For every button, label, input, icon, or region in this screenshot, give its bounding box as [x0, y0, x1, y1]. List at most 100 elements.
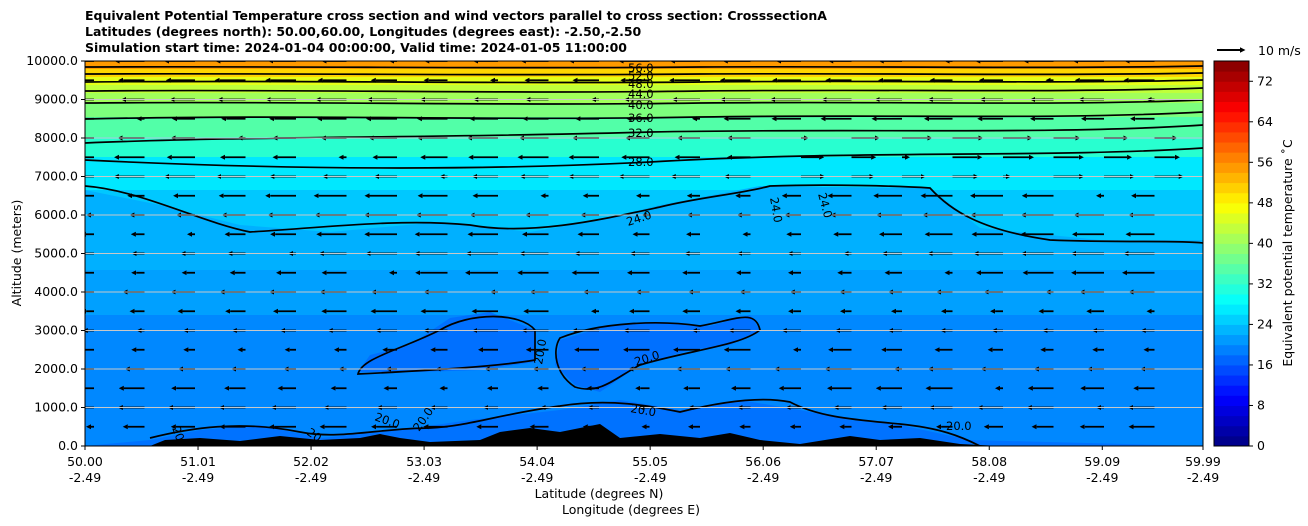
colorbar-step — [1214, 111, 1249, 123]
x-tick-label-lat: 59.09 — [1084, 454, 1120, 469]
contour-lines — [85, 65, 1203, 446]
colorbar-step — [1214, 81, 1249, 92]
contour-52 — [85, 72, 1203, 76]
theta-pocket-19-b — [555, 315, 760, 392]
colorbar-step — [1214, 364, 1249, 376]
colorbar-step — [1214, 202, 1249, 214]
theta-pocket-19-a — [358, 312, 535, 372]
terrain — [85, 424, 1203, 446]
colorbar-step — [1214, 121, 1249, 133]
theta-band-40 — [85, 93, 1203, 103]
chart-title: Equivalent Potential Temperature cross s… — [85, 8, 827, 56]
colorbar-step — [1214, 324, 1249, 336]
colorbar-step — [1214, 152, 1249, 163]
colorbar-step — [1214, 91, 1249, 103]
colorbar-tick-label: 56 — [1257, 154, 1273, 169]
x-tick-label-lon: -2.49 — [860, 470, 892, 485]
contour-label-20-h: 20 — [169, 424, 187, 443]
contour-label-20-d: 20.0 — [946, 419, 972, 433]
y-tick-label: 5000.0 — [34, 246, 78, 261]
contour-label-52: 52.0 — [628, 69, 654, 83]
colorbar: 0 8 16 24 32 40 48 56 64 72 Equivalent potential … — [1213, 60, 1295, 453]
colorbar-tick-label: 32 — [1257, 276, 1273, 291]
x-tick-label-lat: 57.07 — [858, 454, 894, 469]
colorbar-step — [1214, 253, 1249, 265]
contour-label-28: 28.0 — [628, 155, 654, 169]
x-tick-label-lon: -2.49 — [69, 470, 101, 485]
colorbar-step — [1214, 212, 1249, 224]
y-tick-label: 8000.0 — [34, 130, 78, 145]
colorbar-step — [1214, 344, 1249, 356]
contour-label-44: 44.0 — [628, 87, 654, 101]
contour-label-24-b: 24.0 — [767, 196, 785, 224]
colorbar-step — [1214, 304, 1249, 315]
colorbar-step — [1214, 162, 1249, 173]
y-tick-label: 7000.0 — [34, 169, 78, 184]
contour-label-32: 32.0 — [628, 126, 654, 140]
title-line-2: Latitudes (degrees north): 50.00,60.00, … — [85, 24, 642, 39]
x-tick-label-lon: -2.49 — [295, 470, 327, 485]
theta-band-52 — [85, 69, 1203, 77]
plot-area — [85, 61, 1203, 446]
title-line-3: Simulation start time: 2024-01-04 00:00:… — [85, 40, 627, 55]
y-tick-label: 2000.0 — [34, 361, 78, 376]
theta-pocket-19-c — [85, 400, 1203, 446]
colorbar-step — [1214, 101, 1249, 113]
colorbar-step — [1214, 192, 1249, 204]
colorbar-tick-label: 48 — [1257, 195, 1273, 210]
colorbar-step — [1214, 61, 1249, 72]
colorbar-step — [1214, 182, 1249, 194]
colorbar-step — [1214, 395, 1249, 406]
contour-44 — [85, 87, 1203, 93]
contour-36 — [85, 111, 1203, 120]
colorbar-step — [1214, 172, 1249, 184]
colorbar-tick-label: 72 — [1257, 73, 1273, 88]
x-tick-label-lat: 53.03 — [406, 454, 442, 469]
contour-28 — [85, 147, 1203, 169]
y-tick-label: 10000.0 — [26, 53, 78, 68]
contour-label-56: 56.0 — [628, 61, 654, 75]
colorbar-step — [1214, 314, 1249, 325]
x-tick-label-lat: 52.02 — [293, 454, 329, 469]
x-tick-label-lon: -2.49 — [973, 470, 1005, 485]
colorbar-step — [1214, 385, 1249, 396]
contour-labels: 56.0 52.0 48.0 44.0 40.0 36.0 32.0 28.0 … — [169, 61, 971, 445]
colorbar-step — [1214, 142, 1249, 153]
wind-reference-label: 10 m/s — [1258, 43, 1301, 58]
colorbar-frame — [1213, 60, 1250, 447]
x-tick-label-lon: -2.49 — [634, 470, 666, 485]
colorbar-tick-label: 0 — [1257, 438, 1265, 453]
contour-40 — [85, 99, 1203, 105]
grid-lines — [85, 99, 1203, 408]
colorbar-step — [1214, 223, 1249, 234]
colorbar-tick-label: 16 — [1257, 357, 1273, 372]
theta-band-36 — [85, 103, 1203, 117]
y-axis: 0.0 1000.0 2000.0 3000.0 4000.0 5000.0 6000.0 7… — [26, 53, 85, 453]
theta-band-44 — [85, 85, 1203, 93]
y-tick-label: 1000.0 — [34, 400, 78, 415]
x-tick-label-lon: -2.49 — [408, 470, 440, 485]
colorbar-ticks: 0 8 16 24 32 40 48 56 64 72 — [1249, 73, 1273, 453]
colorbar-step — [1214, 243, 1249, 254]
theta-band-32 — [85, 117, 1203, 137]
theta-band-24-lower — [85, 186, 1203, 290]
contour-label-40: 40.0 — [628, 98, 654, 112]
colorbar-step — [1214, 375, 1249, 386]
contour-20-c — [149, 398, 981, 446]
contour-20-b — [555, 316, 761, 390]
colorbar-step — [1214, 233, 1249, 244]
contour-label-48: 48.0 — [628, 77, 654, 91]
colorbar-step — [1214, 334, 1249, 346]
contour-56 — [85, 65, 1203, 69]
y-tick-label: 3000.0 — [34, 323, 78, 338]
x-axis-label-longitude: Longitude (degrees E) — [562, 502, 700, 517]
x-tick-label-lon: -2.49 — [747, 470, 779, 485]
theta-band-22 — [85, 270, 1203, 320]
colorbar-label: Equivalent potential temperature ˚C — [1280, 139, 1295, 367]
y-tick-label: 4000.0 — [34, 284, 78, 299]
y-tick-label: 9000.0 — [34, 92, 78, 107]
contour-label-20-a: 20.0 — [531, 338, 549, 366]
contour-label-20-c: 20.0 — [629, 401, 657, 419]
colorbar-step — [1214, 294, 1249, 305]
